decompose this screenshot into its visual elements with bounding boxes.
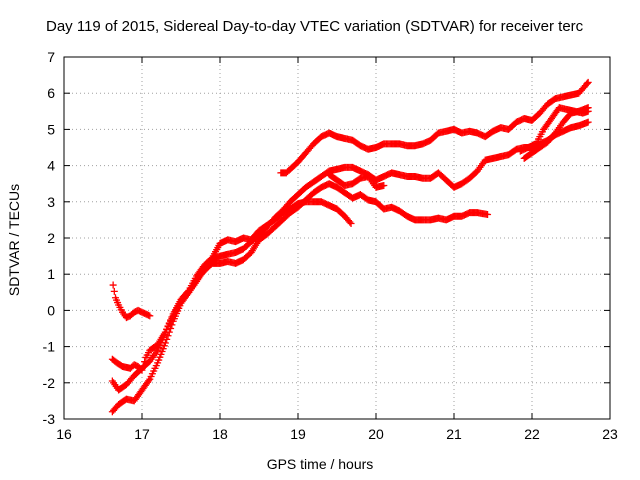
y-tick-label: -3 bbox=[43, 411, 56, 427]
y-tick-label: 7 bbox=[47, 49, 55, 65]
plus-marker bbox=[164, 332, 172, 340]
y-tick-label: 0 bbox=[47, 302, 55, 318]
x-tick-label: 18 bbox=[212, 426, 228, 442]
plus-marker bbox=[165, 328, 173, 336]
plus-marker bbox=[163, 335, 171, 343]
plus-marker bbox=[380, 182, 388, 190]
plus-marker bbox=[110, 287, 118, 295]
plus-marker bbox=[146, 312, 154, 320]
x-tick-label: 21 bbox=[446, 426, 462, 442]
plus-marker bbox=[109, 281, 117, 289]
y-tick-label: 4 bbox=[47, 158, 55, 174]
plus-marker bbox=[584, 118, 592, 126]
y-tick-labels: -3 -2 -1 0 1 2 3 4 5 6 7 bbox=[43, 49, 56, 427]
y-axis-label: SDTVAR / TECUs bbox=[6, 183, 22, 297]
y-tick-label: 1 bbox=[47, 266, 55, 282]
series-prn-a bbox=[109, 281, 154, 322]
y-tick-label: -2 bbox=[43, 375, 56, 391]
plus-marker bbox=[484, 210, 492, 218]
y-tick-label: 6 bbox=[47, 85, 55, 101]
plus-marker bbox=[168, 321, 176, 329]
data-markers bbox=[108, 78, 592, 416]
x-axis-label: GPS time / hours bbox=[266, 456, 374, 472]
series-prn-d bbox=[108, 180, 492, 394]
plus-marker bbox=[161, 339, 169, 347]
plus-marker bbox=[145, 377, 153, 385]
plus-marker bbox=[347, 220, 355, 228]
y-tick-label: -1 bbox=[43, 339, 56, 355]
series-prn-b bbox=[277, 78, 592, 177]
series-prn-c bbox=[108, 198, 355, 374]
plus-marker bbox=[583, 79, 591, 87]
plus-marker bbox=[584, 78, 592, 86]
x-tick-label: 23 bbox=[602, 426, 618, 442]
x-tick-label: 22 bbox=[524, 426, 540, 442]
plus-marker bbox=[167, 325, 175, 332]
plus-marker bbox=[346, 218, 354, 226]
series-prn-e bbox=[108, 118, 592, 416]
chart-title: Day 119 of 2015, Sidereal Day-to-day VTE… bbox=[46, 18, 584, 35]
y-tick-label: 3 bbox=[47, 194, 55, 210]
x-tick-label: 20 bbox=[368, 426, 384, 442]
x-tick-label: 17 bbox=[134, 426, 150, 442]
x-tick-labels: 16 17 18 19 20 21 22 23 bbox=[56, 426, 618, 442]
grid-lines bbox=[64, 57, 610, 419]
x-tick-label: 19 bbox=[290, 426, 306, 442]
series-prn-h bbox=[516, 104, 592, 155]
plus-marker bbox=[584, 107, 592, 115]
series-prn-f bbox=[325, 171, 388, 191]
x-tick-label: 16 bbox=[56, 426, 72, 442]
y-tick-label: 5 bbox=[47, 121, 55, 137]
axis-ticks bbox=[63, 56, 611, 420]
y-tick-label: 2 bbox=[47, 230, 55, 246]
